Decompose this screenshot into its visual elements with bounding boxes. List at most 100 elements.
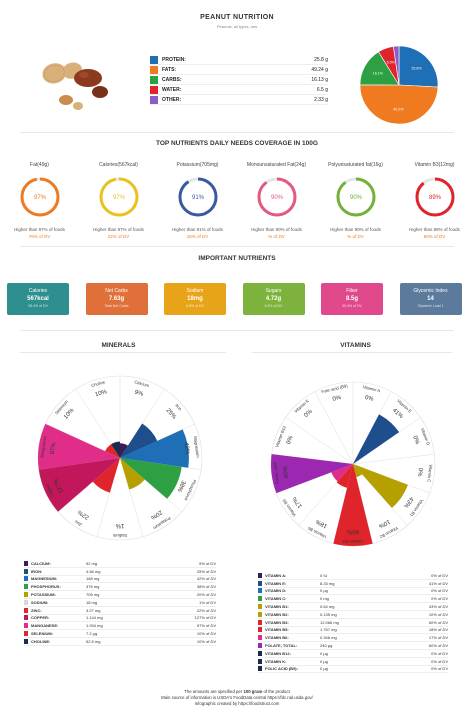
table-row: VITAMIN B3: 12.066 mg 60% of DV (258, 619, 448, 627)
row-swatch (258, 596, 262, 602)
card-label: Sodium (186, 288, 204, 294)
row-amount: 705 mg (86, 592, 100, 598)
polar-value-label: 60% (346, 528, 359, 534)
macro-label: CARBS: (162, 77, 182, 83)
polar-value-label: 0% (332, 395, 343, 403)
table-row: SODIUM: 18 mg 1% of DV (24, 599, 216, 607)
polar-grid-spoke (352, 453, 435, 465)
gauge-arc (257, 177, 296, 217)
row-name: VITAMIN B6: (265, 635, 289, 641)
macro-value: 25.8 g (314, 57, 328, 63)
row-swatch (24, 568, 28, 574)
coverage-gauge: Potassium(705mg) 91% Higher than 91% of fo… (158, 162, 237, 240)
polar-category-label: Folic acid (B9) (321, 383, 349, 394)
row-amount: 0.135 mg (320, 611, 337, 617)
nutrient-card: Sodium 18mg 0.8% of DV (164, 283, 226, 315)
table-row: VITAMIN B5: 1.767 mg 18% of DV (258, 627, 448, 635)
row-dv: 0% of DV (431, 596, 448, 602)
section-divider (20, 132, 454, 133)
row-dv: 10% of DV (428, 611, 448, 617)
polar-category-label: Sodium (112, 533, 127, 538)
table-row: VITAMIN B2: 0.135 mg 10% of DV (258, 611, 448, 619)
gauge-percent: 89% (428, 195, 441, 201)
macro-pie-chart: 25.8% 49.2% 16.1% 6.5% (359, 45, 439, 125)
macro-row: WATER: 6.5 g (150, 86, 328, 95)
polar-value-label: 17% (292, 495, 304, 509)
card-note: 30.4% of DV (342, 304, 362, 308)
coverage-gauge: Calories(567kcal) 97% Higher than 97% of f… (79, 162, 158, 240)
footer-line-2: Main source of information is USDA's Foo… (161, 695, 313, 700)
polar-category-label: Zinc (73, 519, 82, 527)
polar-category-label: Vitamin C (426, 464, 433, 483)
polar-wedge-manganese (38, 423, 120, 470)
gauge-note: Higher than 97% of foods (93, 227, 144, 232)
pie-label: 25.8% (411, 67, 422, 71)
row-dv: 25% of DV (196, 568, 216, 574)
macro-swatch (150, 66, 158, 74)
row-amount: 0.348 mg (320, 635, 337, 641)
pie-label: 49.2% (393, 107, 404, 111)
row-dv: 127% of DV (194, 615, 216, 621)
macro-swatch (150, 76, 158, 84)
polar-value-label: 97% (50, 441, 58, 454)
macro-swatch (150, 56, 158, 64)
table-row: COPPER: 1.144 mg 127% of DV (24, 615, 216, 623)
row-swatch (24, 592, 28, 598)
macro-label: WATER: (162, 87, 182, 93)
section-divider (20, 246, 454, 247)
gauge-percent: 91% (191, 195, 204, 201)
table-row: FOLIC ACID (B9): 0 µg 0% of DV (258, 666, 448, 674)
gauge-percent: 97% (33, 195, 46, 201)
row-name: FOLATE, TOTAL: (265, 643, 298, 649)
row-name: MAGNESIUM: (31, 576, 58, 582)
minerals-title: MINERALS (101, 342, 136, 349)
polar-value-label: 0% (286, 435, 295, 446)
row-swatch (24, 607, 28, 613)
row-dv: 60% of DV (428, 643, 448, 649)
row-swatch (258, 604, 262, 610)
row-amount: 240 µg (320, 643, 333, 649)
row-amount: 0 mg (320, 596, 329, 602)
macro-label: PROTEIN: (162, 57, 186, 63)
pie-slice-protein (398, 45, 439, 88)
row-dv: 10% of DV (196, 631, 216, 637)
card-value: 567kcal (27, 296, 49, 302)
polar-grid-spoke (271, 453, 354, 465)
minerals-table: CALCIUM: 92 mg 9% of DV IRON: 4.58 mg 25% of … (24, 560, 216, 646)
section-divider (20, 330, 454, 331)
vitamins-title: VITAMINS (340, 342, 371, 349)
gauge-dv: 15% of DV (186, 234, 209, 239)
row-dv: 0% of DV (431, 658, 448, 664)
table-row: ZINC: 3.27 mg 22% of DV (24, 607, 216, 615)
row-name: VITAMIN B2: (265, 611, 289, 617)
card-value: 8.5g (345, 296, 358, 302)
polar-wedge-phosphorus (120, 458, 182, 499)
gauge-title: Polyunsaturated fat(16g) (328, 162, 383, 168)
nutrient-card: Fiber 8.5g 30.4% of DV (321, 283, 383, 315)
row-name: VITAMIN A: (265, 572, 287, 578)
important-title: IMPORTANT NUTRIENTS (198, 255, 276, 262)
row-dv: 0% of DV (431, 650, 448, 656)
row-name: POTASSIUM: (31, 592, 56, 598)
row-swatch (258, 643, 262, 649)
gauge-arc (20, 177, 59, 217)
polar-grid-spoke (333, 463, 354, 544)
table-row: VITAMIN B6: 0.348 mg 17% of DV (258, 634, 448, 643)
macro-row: OTHER: 2.33 g (150, 96, 328, 105)
gauge-ring: 89% (415, 177, 454, 217)
pie-slice-fats (359, 84, 439, 125)
gauge-title: Calories(567kcal) (99, 162, 138, 168)
row-amount: 0 µg (320, 650, 328, 656)
table-row: VITAMIN D: 0 µg 0% of DV (258, 588, 448, 596)
polar-value-label: 9% (134, 390, 145, 398)
polar-wedge-sodium (119, 458, 121, 460)
row-dv: 43% of DV (428, 604, 448, 610)
row-dv: 17% of DV (428, 635, 448, 641)
gauge-note: Higher than 90% of foods (251, 227, 302, 232)
macro-row: FATS: 49.24 g (150, 66, 328, 75)
gauge-percent: 90% (270, 195, 283, 201)
polar-wedge-selenium (105, 444, 120, 458)
gauge-title: Fat(49g) (30, 162, 49, 168)
gauge-arc (336, 177, 375, 217)
row-swatch (24, 638, 28, 644)
